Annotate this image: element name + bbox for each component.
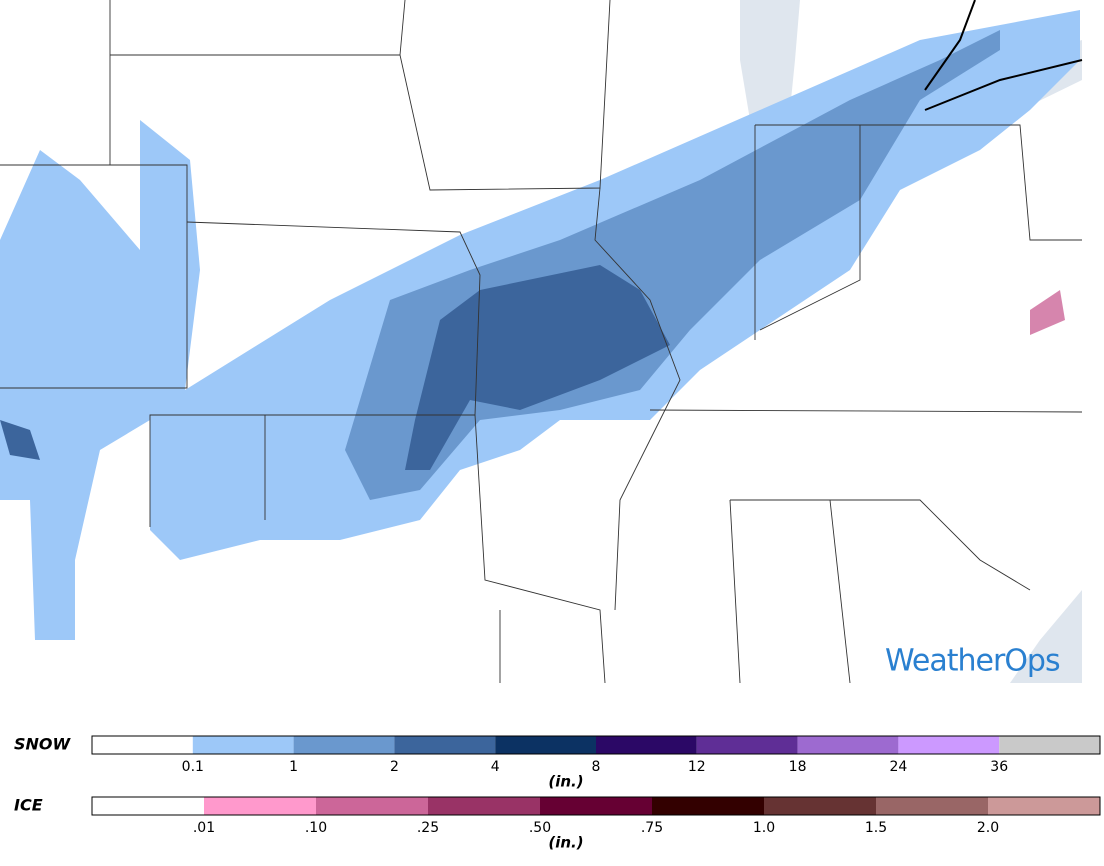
legend-tick-label: 4	[491, 759, 500, 775]
legend-swatch	[652, 797, 764, 815]
legend-frame	[91, 796, 1101, 816]
logo: WeatherOps	[885, 644, 1060, 679]
legend-swatch	[540, 797, 652, 815]
legend-swatch	[92, 736, 193, 754]
legend-label: SNOW	[14, 735, 72, 754]
legend-tick-label: 0.1	[182, 759, 204, 775]
legend-tick-label: 1.5	[865, 820, 887, 836]
legend-tick-label: 8	[592, 759, 601, 775]
legend-tick-label: 36	[990, 759, 1008, 775]
legend-swatch	[394, 736, 496, 754]
legend-unit: (in.)	[548, 834, 583, 852]
snow-heavy-west	[0, 420, 40, 460]
legend-swatch	[428, 797, 540, 815]
legend-swatch	[898, 736, 1000, 754]
lake-michigan	[740, 0, 800, 130]
legend-tick-label: 2	[390, 759, 399, 775]
legend-tick-label: 24	[889, 759, 907, 775]
legend-swatch	[696, 736, 798, 754]
legend-swatch	[495, 736, 596, 754]
legend-swatch	[876, 797, 988, 815]
legend-swatch	[204, 797, 316, 815]
legend-tick-label: .25	[417, 820, 439, 836]
legend-swatch	[797, 736, 899, 754]
legend-swatch	[192, 736, 294, 754]
legend-swatch	[596, 736, 697, 754]
legend-tick-label: 1.0	[753, 820, 775, 836]
ice-patch	[1030, 290, 1065, 335]
legend-tick-label: .75	[641, 820, 663, 836]
legend-swatch	[92, 797, 204, 815]
legend-tick-label: 2.0	[977, 820, 999, 836]
legend-unit: (in.)	[548, 773, 583, 791]
ocean	[1010, 590, 1082, 683]
legend-tick-label: .01	[193, 820, 215, 836]
legend-swatch	[293, 736, 395, 754]
map: WeatherOps	[0, 0, 1083, 684]
state-lines	[0, 0, 1083, 684]
legend-frame	[91, 735, 1101, 755]
legend-swatch	[316, 797, 428, 815]
legend-label: ICE	[14, 796, 43, 815]
legend-swatch	[988, 797, 1100, 815]
legend-tick-label: .50	[529, 820, 551, 836]
front-line	[924, 0, 1083, 111]
legend-swatch	[764, 797, 876, 815]
snow-heavy	[405, 265, 670, 470]
legend-tick-label: 12	[688, 759, 706, 775]
legend-tick-label: .10	[305, 820, 327, 836]
legend-tick-label: 1	[289, 759, 298, 775]
legend-swatch	[999, 736, 1100, 754]
legend-tick-label: 18	[789, 759, 807, 775]
